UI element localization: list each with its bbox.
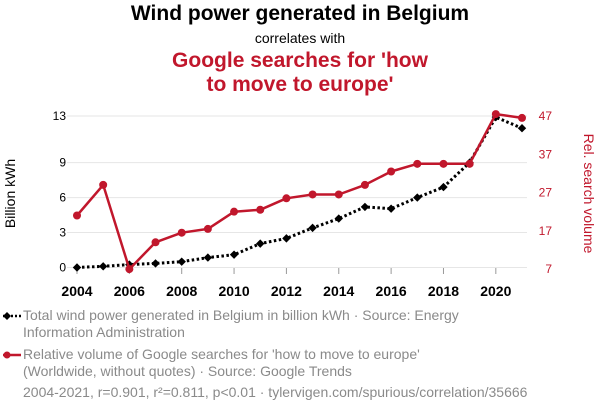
series-2-point xyxy=(99,180,108,189)
series-2-point xyxy=(360,180,369,189)
series-1-point xyxy=(177,257,186,266)
chart-title-secondary-line2: to move to europe' xyxy=(206,73,394,96)
x-tick-label: 2008 xyxy=(166,283,197,299)
series-2-point xyxy=(151,238,160,247)
chart-plot: 0 3 6 9 13 7 17 27 37 47 2004 2006 2008 2010 2012 2014 2… xyxy=(2,109,597,299)
series-1-point xyxy=(229,250,239,259)
left-tick-label: 9 xyxy=(59,156,66,170)
x-tick-label: 2018 xyxy=(428,283,459,299)
series-1-point xyxy=(203,253,213,262)
x-tick-label: 2004 xyxy=(61,283,92,299)
series-2-point xyxy=(203,224,212,233)
right-tick-label: 47 xyxy=(539,109,553,123)
series-1-point xyxy=(334,214,343,223)
series-2-point xyxy=(177,228,186,237)
series-1-point xyxy=(72,263,82,272)
left-tick-label: 13 xyxy=(53,109,67,123)
right-axis-label: Rel. search volume xyxy=(581,134,597,254)
legend-wind-swatch-icon xyxy=(3,312,21,320)
series-1-point xyxy=(413,193,422,202)
chart-title: Wind power generated in Belgium xyxy=(130,2,470,25)
x-tick-label: 2016 xyxy=(376,283,407,299)
x-tick-label: 2010 xyxy=(218,283,249,299)
series-2-point xyxy=(439,159,448,168)
x-tick-label: 2014 xyxy=(323,283,354,299)
series-2-point xyxy=(308,190,317,199)
left-tick-label: 0 xyxy=(59,261,66,275)
legend-searches-label: Relative volume of Google searches for '… xyxy=(23,346,420,379)
series-2-point xyxy=(413,159,422,168)
left-axis-label: Billion kWh xyxy=(2,159,18,228)
series-2-point xyxy=(230,207,239,216)
x-tick-label: 2020 xyxy=(480,283,511,299)
series-1-point xyxy=(282,234,291,243)
series-1-point xyxy=(151,259,160,268)
series-2-point xyxy=(282,194,291,203)
series-2-point xyxy=(491,110,500,119)
series-2-point xyxy=(334,190,343,199)
legend-wind-label: Total wind power generated in Belgium in… xyxy=(23,307,459,340)
right-tick-label: 27 xyxy=(539,186,553,200)
series-1-point xyxy=(98,262,108,271)
series-1-point xyxy=(360,202,370,212)
series-1-point xyxy=(386,204,396,213)
series-2-point xyxy=(125,265,134,274)
series-2-point xyxy=(256,205,265,214)
left-tick-label: 3 xyxy=(59,226,66,240)
series-2-point xyxy=(465,159,474,168)
series-2-point xyxy=(387,167,396,176)
chart-footer: 2004-2021, r=0.901, r²=0.811, p<0.01 · t… xyxy=(23,384,528,400)
series-1-point xyxy=(256,239,265,248)
x-tick-label: 2006 xyxy=(114,283,145,299)
legend-searches-swatch-icon xyxy=(3,351,21,359)
series-line-1 xyxy=(76,115,523,269)
chart-title-secondary: Google searches for 'how to move to euro… xyxy=(160,49,440,97)
left-tick-label: 6 xyxy=(59,191,66,205)
right-tick-label: 7 xyxy=(545,262,552,276)
series-1-point xyxy=(308,223,317,233)
series-1-point xyxy=(517,124,527,133)
series-2-point xyxy=(518,113,526,122)
chart-title-secondary-line1: Google searches for 'how xyxy=(172,49,428,72)
right-tick-label: 17 xyxy=(539,224,553,238)
series-2-point xyxy=(73,211,81,220)
series-line-2 xyxy=(76,112,523,271)
right-tick-label: 37 xyxy=(539,147,553,161)
x-tick-label: 2012 xyxy=(271,283,302,299)
chart-subtitle: correlates with xyxy=(254,30,346,46)
series-1-point xyxy=(439,182,448,192)
